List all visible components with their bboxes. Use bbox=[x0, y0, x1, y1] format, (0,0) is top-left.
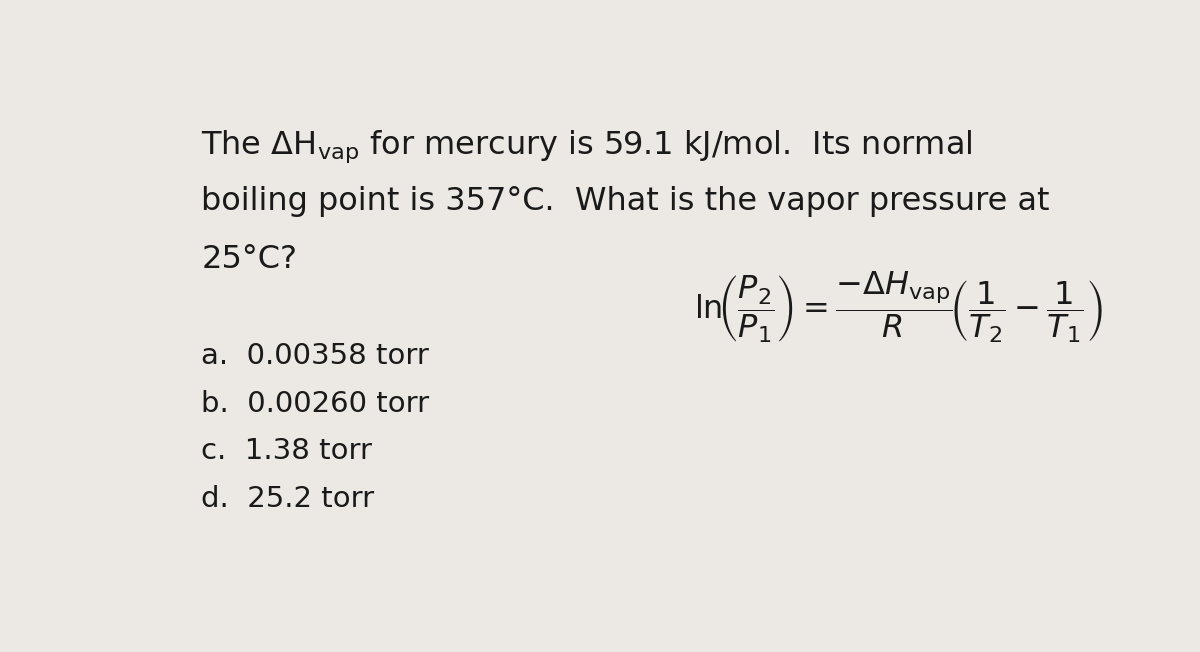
Text: $\mathrm{ln}\!\left(\dfrac{P_2}{P_1}\right) = \dfrac{-\Delta H_{\mathrm{vap}}}{R: $\mathrm{ln}\!\left(\dfrac{P_2}{P_1}\rig… bbox=[694, 269, 1103, 344]
Text: a.  0.00358 torr: a. 0.00358 torr bbox=[202, 342, 430, 370]
Text: c.  1.38 torr: c. 1.38 torr bbox=[202, 437, 372, 465]
Text: boiling point is 357°C.  What is the vapor pressure at: boiling point is 357°C. What is the vapo… bbox=[202, 186, 1050, 217]
Text: d.  25.2 torr: d. 25.2 torr bbox=[202, 485, 374, 513]
Text: b.  0.00260 torr: b. 0.00260 torr bbox=[202, 389, 430, 417]
Text: 25°C?: 25°C? bbox=[202, 244, 298, 275]
Text: The $\Delta$H$_{\mathrm{vap}}$ for mercury is 59.1 kJ/mol.  Its normal: The $\Delta$H$_{\mathrm{vap}}$ for mercu… bbox=[202, 128, 973, 165]
